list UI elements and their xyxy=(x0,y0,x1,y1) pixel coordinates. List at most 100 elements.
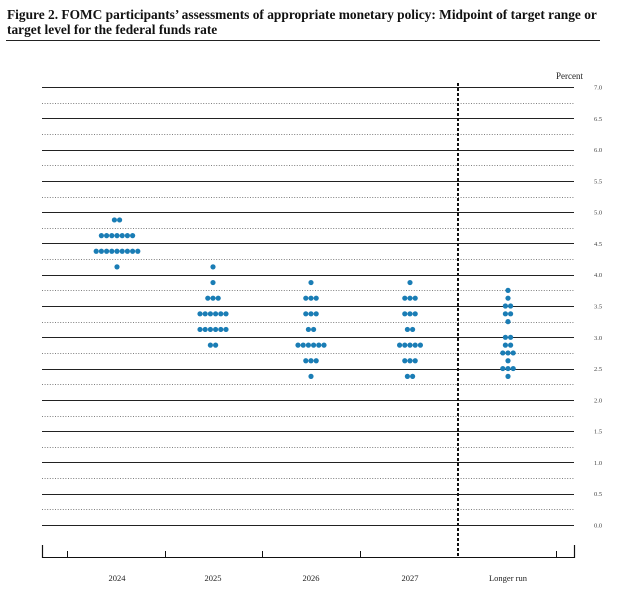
y-tick-label: 0.0 xyxy=(594,523,602,530)
participant-dot xyxy=(402,295,408,301)
participant-dot xyxy=(119,248,125,254)
participant-dot xyxy=(500,365,506,372)
participant-dot xyxy=(505,287,511,293)
participant-dot xyxy=(104,233,110,239)
y-tick-label: 3.5 xyxy=(594,304,602,311)
participant-dot xyxy=(508,303,514,309)
x-category-label: 2025 xyxy=(205,573,222,583)
participant-dot xyxy=(402,311,408,317)
participant-dot xyxy=(223,311,229,317)
participant-dot xyxy=(505,373,511,379)
participant-dot xyxy=(311,342,317,348)
participant-dot xyxy=(114,264,120,270)
participant-dot xyxy=(505,350,511,356)
participant-dot xyxy=(502,334,508,340)
participant-dot xyxy=(402,342,408,348)
participant-dot xyxy=(205,295,211,301)
participant-dot xyxy=(397,342,403,348)
participant-dot xyxy=(124,233,130,239)
participant-dot xyxy=(213,326,219,333)
participant-dot xyxy=(210,279,216,286)
participant-dot xyxy=(410,373,416,379)
y-tick-label: 6.0 xyxy=(594,147,602,154)
x-category-labels: 2024 2025 2026 2027 Longer run xyxy=(109,573,528,583)
participant-dot xyxy=(412,342,418,348)
participant-dot xyxy=(98,248,104,254)
participant-dot xyxy=(213,342,219,348)
participant-dot xyxy=(303,358,309,364)
participant-dot xyxy=(197,311,203,317)
participant-dot xyxy=(117,217,123,223)
y-tick-label: 3.0 xyxy=(594,335,602,342)
y-tick-label: 1.5 xyxy=(594,429,602,436)
y-tick-labels: 7.0 6.5 6.0 5.5 5.0 4.5 4.0 3.5 3.0 2.5 2.0 1.5 1.0 0… xyxy=(594,85,602,530)
participant-dot xyxy=(412,311,418,317)
participant-dot xyxy=(223,326,229,333)
y-tick-label: 2.5 xyxy=(594,366,602,373)
participant-dot xyxy=(305,342,311,348)
participant-dot xyxy=(508,311,514,317)
y-tick-label: 6.5 xyxy=(594,116,602,123)
participant-dot xyxy=(303,295,309,301)
y-tick-label: 0.5 xyxy=(594,491,602,498)
x-category-label: 2027 xyxy=(402,573,419,583)
participant-dot xyxy=(305,326,311,333)
participant-dot xyxy=(119,233,125,239)
participant-dot xyxy=(303,311,309,317)
participant-dot xyxy=(407,358,413,364)
participant-dot xyxy=(300,342,306,348)
participant-dot xyxy=(417,342,423,348)
grid-layer xyxy=(42,87,574,526)
participant-dot xyxy=(505,319,511,325)
participant-dot xyxy=(114,233,120,239)
participant-dot xyxy=(202,326,208,333)
participant-dot xyxy=(130,248,136,254)
participant-dot xyxy=(407,311,413,317)
participant-dot xyxy=(210,295,216,301)
participant-dot xyxy=(502,311,508,317)
y-tick-label: 5.5 xyxy=(594,178,602,185)
participant-dot xyxy=(313,311,319,317)
participant-dot xyxy=(502,303,508,309)
participant-dot xyxy=(500,350,506,356)
participant-dot xyxy=(295,342,301,348)
y-tick-label: 4.0 xyxy=(594,272,602,279)
y-tick-label: 2.0 xyxy=(594,397,602,404)
y-tick-label: 4.5 xyxy=(594,241,602,248)
participant-dot xyxy=(109,248,115,254)
participant-dot xyxy=(308,311,314,317)
participant-dot xyxy=(404,373,410,379)
participant-dot xyxy=(215,295,221,301)
x-category-label: Longer run xyxy=(489,573,528,583)
participant-dot xyxy=(210,264,216,270)
participant-dot xyxy=(114,248,120,254)
participant-dot xyxy=(316,342,322,348)
participant-dot xyxy=(508,342,514,348)
participant-dot xyxy=(412,358,418,364)
y-axis-title: Percent xyxy=(556,71,583,81)
participant-dot xyxy=(98,233,104,239)
y-tick-label: 1.0 xyxy=(594,460,602,467)
dots-layer xyxy=(93,217,516,379)
participant-dot xyxy=(402,358,408,364)
participant-dot xyxy=(218,326,224,333)
participant-dot xyxy=(410,326,416,333)
participant-dot xyxy=(213,311,219,317)
participant-dot xyxy=(202,311,208,317)
participant-dot xyxy=(130,233,136,239)
participant-dot xyxy=(308,358,314,364)
participant-dot xyxy=(505,365,511,372)
participant-dot xyxy=(135,248,141,254)
participant-dot xyxy=(197,326,203,333)
x-category-label: 2024 xyxy=(109,573,127,583)
participant-dot xyxy=(207,342,213,348)
participant-dot xyxy=(407,295,413,301)
participant-dot xyxy=(109,233,115,239)
participant-dot xyxy=(407,279,413,286)
y-tick-label: 5.0 xyxy=(594,210,602,217)
participant-dot xyxy=(104,248,110,254)
participant-dot xyxy=(313,295,319,301)
participant-dot xyxy=(412,295,418,301)
participant-dot xyxy=(321,342,327,348)
